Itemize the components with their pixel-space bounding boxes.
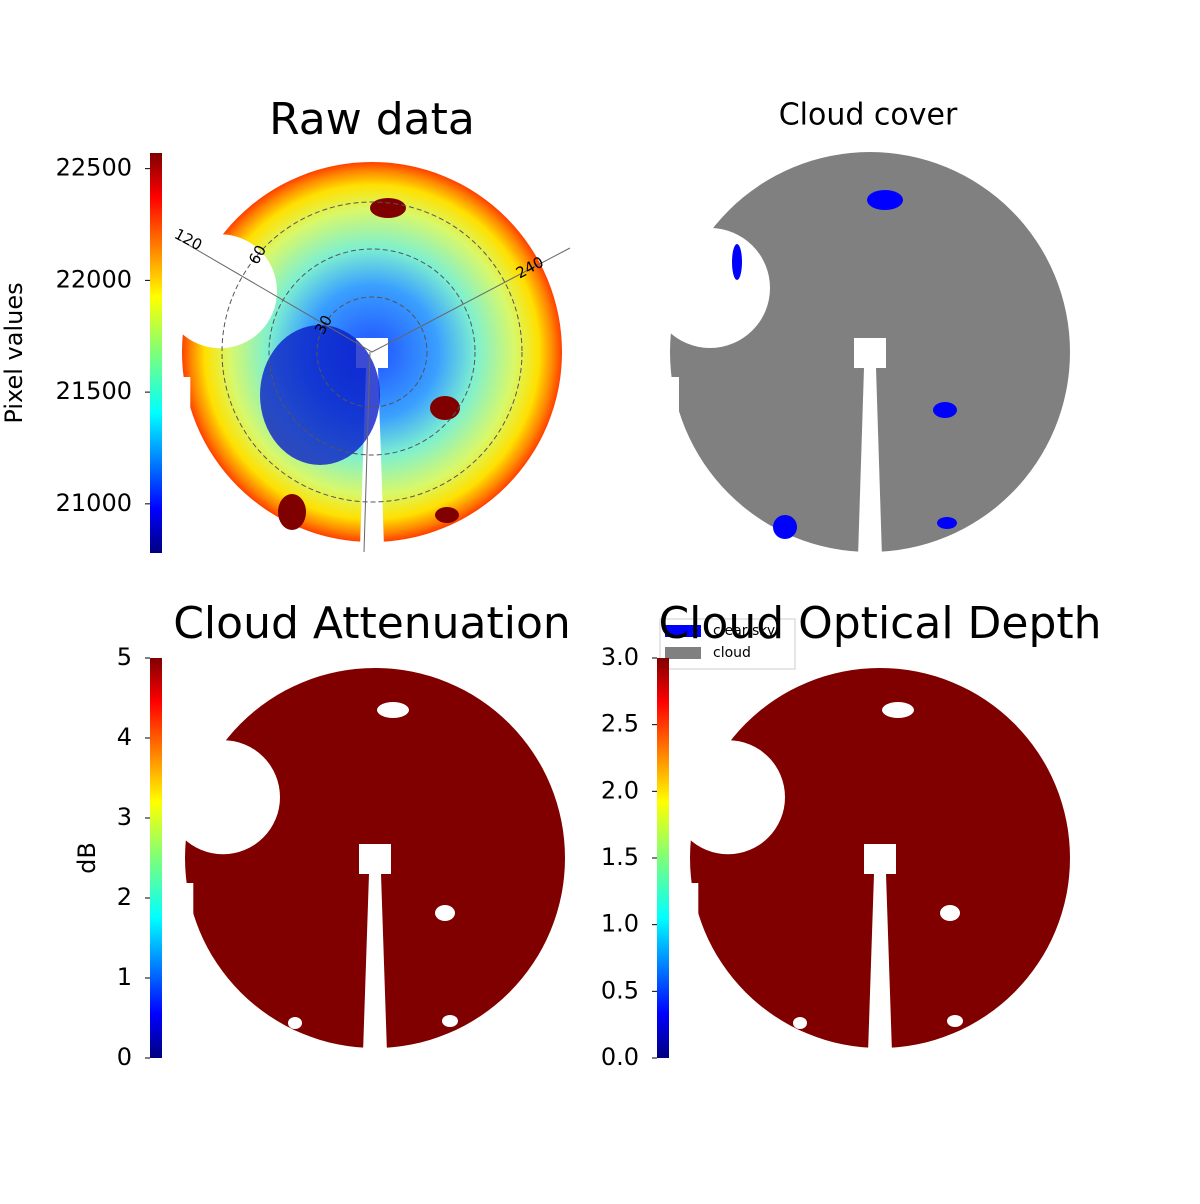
polar-axis [179, 239, 571, 353]
mask [864, 844, 896, 874]
colorbar-tick-label: 4 [117, 723, 132, 751]
mask [377, 702, 409, 718]
colorbar [150, 153, 162, 553]
mask [177, 377, 191, 567]
hot-spot [430, 396, 460, 420]
mask [288, 1017, 302, 1029]
polar-grid [268, 248, 476, 456]
mask [363, 874, 387, 1053]
mask [435, 905, 455, 921]
colorbar-tick-label: 21000 [56, 489, 132, 517]
mask [442, 1015, 458, 1027]
panel-title: Cloud Optical Depth [658, 598, 1101, 649]
colorbar [657, 658, 669, 1058]
mask [940, 905, 960, 921]
dark-region [260, 325, 380, 465]
polar-axis [363, 351, 371, 553]
colorbar-tick-label: 1 [117, 963, 132, 991]
hot-spot [370, 198, 406, 218]
legend-swatch [665, 647, 701, 659]
legend-label: clear sky [713, 623, 775, 639]
mask [665, 377, 679, 577]
clear-patch [732, 244, 742, 280]
mask [858, 368, 882, 557]
mask [854, 338, 886, 368]
colorbar-tick-label: 0.5 [601, 976, 639, 1004]
colorbar [150, 658, 162, 1058]
hot-spot [435, 507, 459, 523]
mask [180, 883, 194, 1073]
colorbar-label: dB [73, 842, 101, 874]
mask [868, 874, 892, 1053]
mask [793, 1017, 807, 1029]
panel-title: Cloud cover [779, 98, 958, 133]
mask [882, 702, 914, 718]
polar-grid [221, 201, 523, 503]
colorbar-tick-label: 2 [117, 883, 132, 911]
colorbar-tick-label: 2.5 [601, 710, 639, 738]
mask [685, 883, 699, 1073]
colorbar-tick-label: 5 [117, 643, 132, 671]
colorbar-tick-label: 0 [117, 1043, 132, 1071]
mask [671, 740, 785, 855]
mask [163, 234, 277, 349]
panel-title: Cloud Attenuation [173, 598, 571, 649]
mask [359, 844, 391, 874]
clear-patch [933, 402, 957, 418]
colorbar-tick-label: 22500 [56, 154, 132, 182]
legend-label: cloud [713, 645, 751, 661]
legend-swatch [665, 625, 701, 637]
colorbar-tick-label: 3 [117, 803, 132, 831]
colorbar-label: Pixel values [0, 282, 28, 423]
hot-spot [278, 494, 306, 530]
clear-patch [867, 190, 903, 210]
clear-patch [773, 515, 797, 539]
colorbar-tick-label: 21500 [56, 377, 132, 405]
colorbar-tick-label: 22000 [56, 265, 132, 293]
polar-grid [316, 296, 428, 408]
mask [650, 228, 770, 348]
mask [947, 1015, 963, 1027]
colorbar-tick-label: 1.0 [601, 910, 639, 938]
colorbar-tick-label: 2.0 [601, 776, 639, 804]
clear-patch [937, 517, 957, 529]
mask [166, 740, 280, 855]
colorbar-tick-label: 0.0 [601, 1043, 639, 1071]
panel-title: Raw data [269, 94, 475, 145]
colorbar-tick-label: 1.5 [601, 843, 639, 871]
colorbar-tick-label: 3.0 [601, 643, 639, 671]
